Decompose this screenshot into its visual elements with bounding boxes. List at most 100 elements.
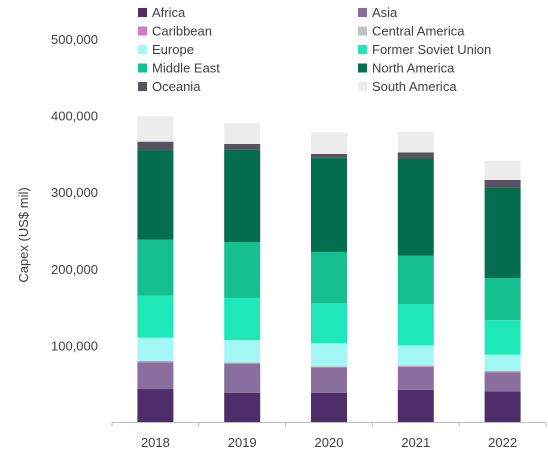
bar-segment-north-america	[311, 157, 347, 252]
bar-segment-africa	[224, 392, 261, 422]
bar-segment-south-america	[311, 132, 347, 154]
bar-segment-asia	[224, 363, 261, 393]
bar-segment-central-america	[224, 362, 261, 364]
legend-item: Middle East	[138, 61, 220, 76]
bar-segment-central-america	[137, 360, 174, 362]
legend-label: Asia	[372, 5, 398, 20]
legend-swatch	[358, 8, 367, 17]
y-tick-label: 100,000	[51, 338, 98, 353]
legend-label: Europe	[152, 42, 194, 57]
x-tick-label: 2020	[315, 435, 344, 450]
legend-item: Former Soviet Union	[358, 42, 491, 57]
y-tick-label: 200,000	[51, 262, 98, 277]
y-tick-label: 500,000	[51, 32, 98, 47]
legend-label: Caribbean	[152, 24, 212, 39]
bar-segment-south-america	[484, 160, 521, 180]
bars	[137, 116, 521, 422]
legend-swatch	[138, 63, 147, 73]
bar-segment-middle-east	[311, 251, 347, 304]
legend-swatch	[138, 8, 147, 17]
legend: Africa Asia Caribbean Central America Europe…	[138, 5, 491, 94]
y-tick-label: 400,000	[51, 109, 98, 124]
y-axis: 100,000 200,000 300,000 400,000 500,000	[51, 32, 98, 353]
legend-item: Oceania	[138, 79, 201, 94]
legend-item: Africa	[138, 5, 186, 20]
y-tick-label: 300,000	[51, 185, 98, 200]
legend-item: Europe	[138, 42, 194, 57]
legend-swatch	[138, 82, 147, 91]
bar-segment-middle-east	[137, 239, 174, 296]
bar-segment-asia	[484, 372, 521, 392]
bar-segment-oceania	[311, 153, 347, 158]
legend-swatch	[138, 45, 147, 54]
bar-segment-oceania	[224, 143, 261, 150]
bar-segment-oceania	[484, 179, 521, 188]
y-axis-label: Capex (US$ mil)	[16, 187, 31, 282]
bar-segment-africa	[137, 389, 174, 422]
bar-segment-europe	[484, 354, 521, 371]
bar-segment-europe	[224, 340, 261, 363]
bar-segment-north-america	[224, 149, 261, 242]
bar-segment-europe	[311, 343, 347, 367]
bar-segment-asia	[311, 367, 347, 393]
x-tick-label: 2019	[228, 435, 257, 450]
bar-segment-europe	[397, 345, 434, 366]
legend-label: Former Soviet Union	[372, 42, 491, 57]
bar-segment-former-soviet-union	[311, 303, 347, 344]
legend-label: Middle East	[152, 61, 220, 76]
legend-swatch	[358, 63, 367, 73]
legend-item: Caribbean	[138, 24, 212, 39]
bar-segment-oceania	[397, 152, 434, 159]
bar-segment-central-america	[484, 370, 521, 372]
legend-swatch	[138, 26, 147, 36]
bar-segment-south-america	[224, 123, 261, 144]
bar-segment-former-soviet-union	[224, 297, 261, 341]
legend-label: North America	[372, 61, 455, 76]
legend-item: Asia	[358, 5, 398, 20]
legend-swatch	[358, 82, 367, 91]
bar-segment-caribbean	[397, 366, 434, 367]
legend-swatch	[358, 45, 367, 54]
bar-segment-central-america	[311, 366, 347, 367]
bar-segment-former-soviet-union	[484, 320, 521, 355]
bar-segment-caribbean	[137, 361, 174, 363]
bar-segment-former-soviet-union	[137, 295, 174, 338]
bar-stack-2019	[224, 123, 261, 422]
bar-segment-caribbean	[484, 371, 521, 373]
bar-segment-south-america	[137, 116, 174, 142]
legend-item: South America	[358, 79, 457, 94]
bar-segment-asia	[397, 366, 434, 390]
bar-stack-2021	[397, 131, 434, 422]
bar-segment-middle-east	[484, 277, 521, 321]
legend-item: North America	[358, 61, 455, 76]
bar-stack-2022	[484, 160, 521, 422]
bar-segment-caribbean	[311, 366, 347, 368]
legend-label: Central America	[372, 24, 465, 39]
bar-segment-north-america	[397, 158, 434, 256]
bar-segment-africa	[484, 391, 521, 422]
bar-segment-south-america	[397, 131, 434, 153]
legend-label: Africa	[152, 5, 186, 20]
bar-segment-caribbean	[224, 363, 261, 364]
legend-swatch	[358, 26, 367, 36]
legend-label: Oceania	[152, 79, 201, 94]
x-tick-label: 2022	[488, 435, 517, 450]
bar-segment-former-soviet-union	[397, 304, 434, 346]
bar-segment-north-america	[484, 187, 521, 278]
bar-segment-africa	[311, 392, 347, 422]
x-tick-label: 2018	[141, 435, 170, 450]
x-axis: 2018 2019 2020 2021 2022	[111, 422, 547, 450]
x-tick-label: 2021	[401, 435, 430, 450]
bar-segment-asia	[137, 362, 174, 390]
bar-segment-middle-east	[224, 241, 261, 298]
bar-segment-middle-east	[397, 255, 434, 305]
legend-item: Central America	[358, 24, 465, 39]
legend-label: South America	[372, 79, 457, 94]
bar-stack-2020	[311, 132, 347, 422]
bar-segment-north-america	[137, 150, 174, 240]
bar-segment-oceania	[137, 141, 174, 151]
bar-segment-europe	[137, 337, 174, 361]
bar-stack-2018	[137, 116, 174, 422]
bar-segment-central-america	[397, 365, 434, 367]
